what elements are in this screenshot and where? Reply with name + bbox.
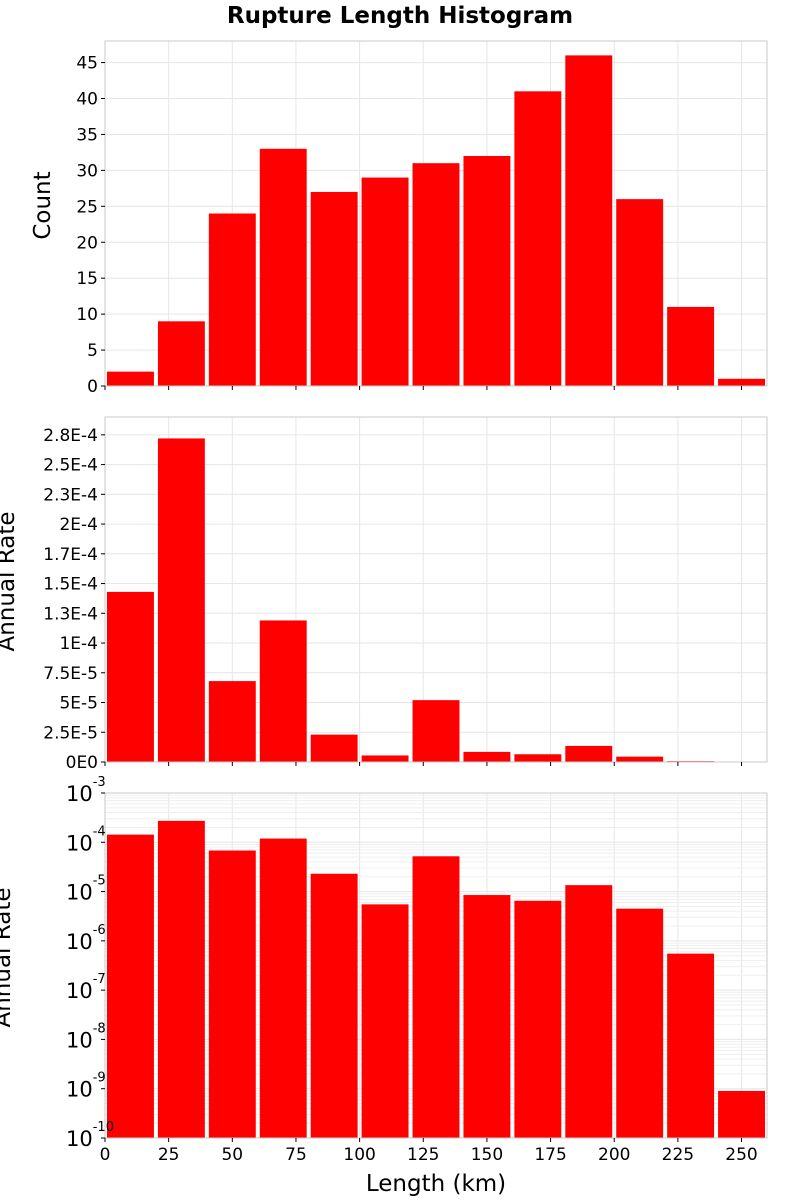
y-tick-label: 7.5E-5 [43,664,98,684]
x-tick-label: 75 [285,1145,307,1165]
bar [616,756,664,762]
bar [157,438,205,762]
bar [412,700,460,762]
y-tick-label: 5E-5 [59,694,98,714]
bar [361,904,409,1138]
x-tick-label: 25 [158,1145,180,1165]
bar [107,591,154,762]
x-tick-label: 250 [725,1145,757,1165]
x-tick-label: 175 [534,1145,566,1165]
bar [208,681,256,762]
bar [157,820,205,1138]
y-tick-label: 0E0 [66,753,98,773]
bar [463,895,511,1138]
plot-frame [104,40,768,387]
y-tick-label: 2.5E-5 [43,723,98,743]
y-tick-label: 25 [76,197,98,217]
bar [514,91,562,386]
bar [616,908,664,1138]
bar [107,371,154,386]
bar [412,856,460,1138]
y-axis-label: Count [30,171,56,239]
y-tick-label: 1E-4 [59,634,98,654]
bar [259,148,307,386]
y-tick-label: 2.5E-4 [43,456,98,476]
bar [514,900,562,1138]
y-tick-label: 1.5E-4 [43,575,98,595]
bar [157,321,205,386]
bar [310,191,358,386]
bar [463,156,511,386]
x-tick-label: 50 [221,1145,243,1165]
bar [718,1090,765,1138]
bar [310,734,358,762]
y-tick-label: 10-8 [66,1021,106,1052]
bar [565,745,613,762]
y-tick-label: 35 [76,125,98,145]
bar [361,755,409,762]
y-tick-label: 20 [76,233,98,253]
y-tick-label: 10-10 [66,1120,114,1151]
x-tick-label: 100 [343,1145,375,1165]
y-tick-label: 10-3 [66,775,106,806]
bar [718,378,765,386]
y-tick-label: 10-5 [66,874,106,905]
x-tick-label: 200 [598,1145,630,1165]
panels: 0 5 10 15 20 25 30 35 40 45 Count 0E0 2.5E-5 5E-5 7.5E… [0,40,768,1165]
panel-rate-log: 10-10 10-9 10-8 10-7 10-6 10-5 10-4 10-3 Annual … [0,775,768,1165]
bar [616,199,664,386]
x-axis-label: Length (km) [366,1171,506,1197]
bar [259,838,307,1138]
y-tick-label: 45 [76,54,98,74]
x-tick-label: 125 [407,1145,439,1165]
bar [565,55,613,386]
y-tick-label: 10 [76,305,98,325]
y-tick-label: 10-9 [66,1071,106,1102]
y-tick-label: 0 [87,377,98,397]
bar [667,953,715,1138]
y-tick-label: 2.8E-4 [43,426,98,446]
y-tick-label: 1.7E-4 [43,545,98,565]
y-axis-label: Annual Rate [0,888,16,1028]
bar [514,754,562,762]
y-axis-label: Annual Rate [0,512,20,652]
bar [259,620,307,762]
bar [361,177,409,386]
y-tick-label: 40 [76,90,98,110]
y-tick-label: 2E-4 [59,515,98,535]
bar [107,834,154,1138]
y-tick-label: 30 [76,161,98,181]
bar [208,213,256,386]
y-tick-label: 2.3E-4 [43,485,98,505]
bar [667,306,715,386]
bar [463,751,511,762]
y-tick-label: 5 [87,341,98,361]
bar [310,873,358,1138]
y-tick-label: 10-6 [66,923,106,954]
panel-count: 0 5 10 15 20 25 30 35 40 45 Count [30,40,768,397]
bar [208,850,256,1138]
plot-frame [104,416,768,763]
x-tick-label: 225 [662,1145,694,1165]
y-tick-label: 1.3E-4 [43,604,98,624]
y-tick-label: 10-4 [66,824,106,855]
panel-rate-linear: 0E0 2.5E-5 5E-5 7.5E-5 1E-4 1.3E-4 1.5E-4 1.7E-… [0,416,768,773]
chart-title: Rupture Length Histogram [227,3,573,29]
x-tick-label: 0 [100,1145,111,1165]
y-tick-label: 10-7 [66,972,106,1003]
plot-frame [104,792,768,1139]
x-tick-label: 150 [471,1145,503,1165]
bar [412,163,460,386]
bar [565,885,613,1138]
y-tick-label: 15 [76,269,98,289]
